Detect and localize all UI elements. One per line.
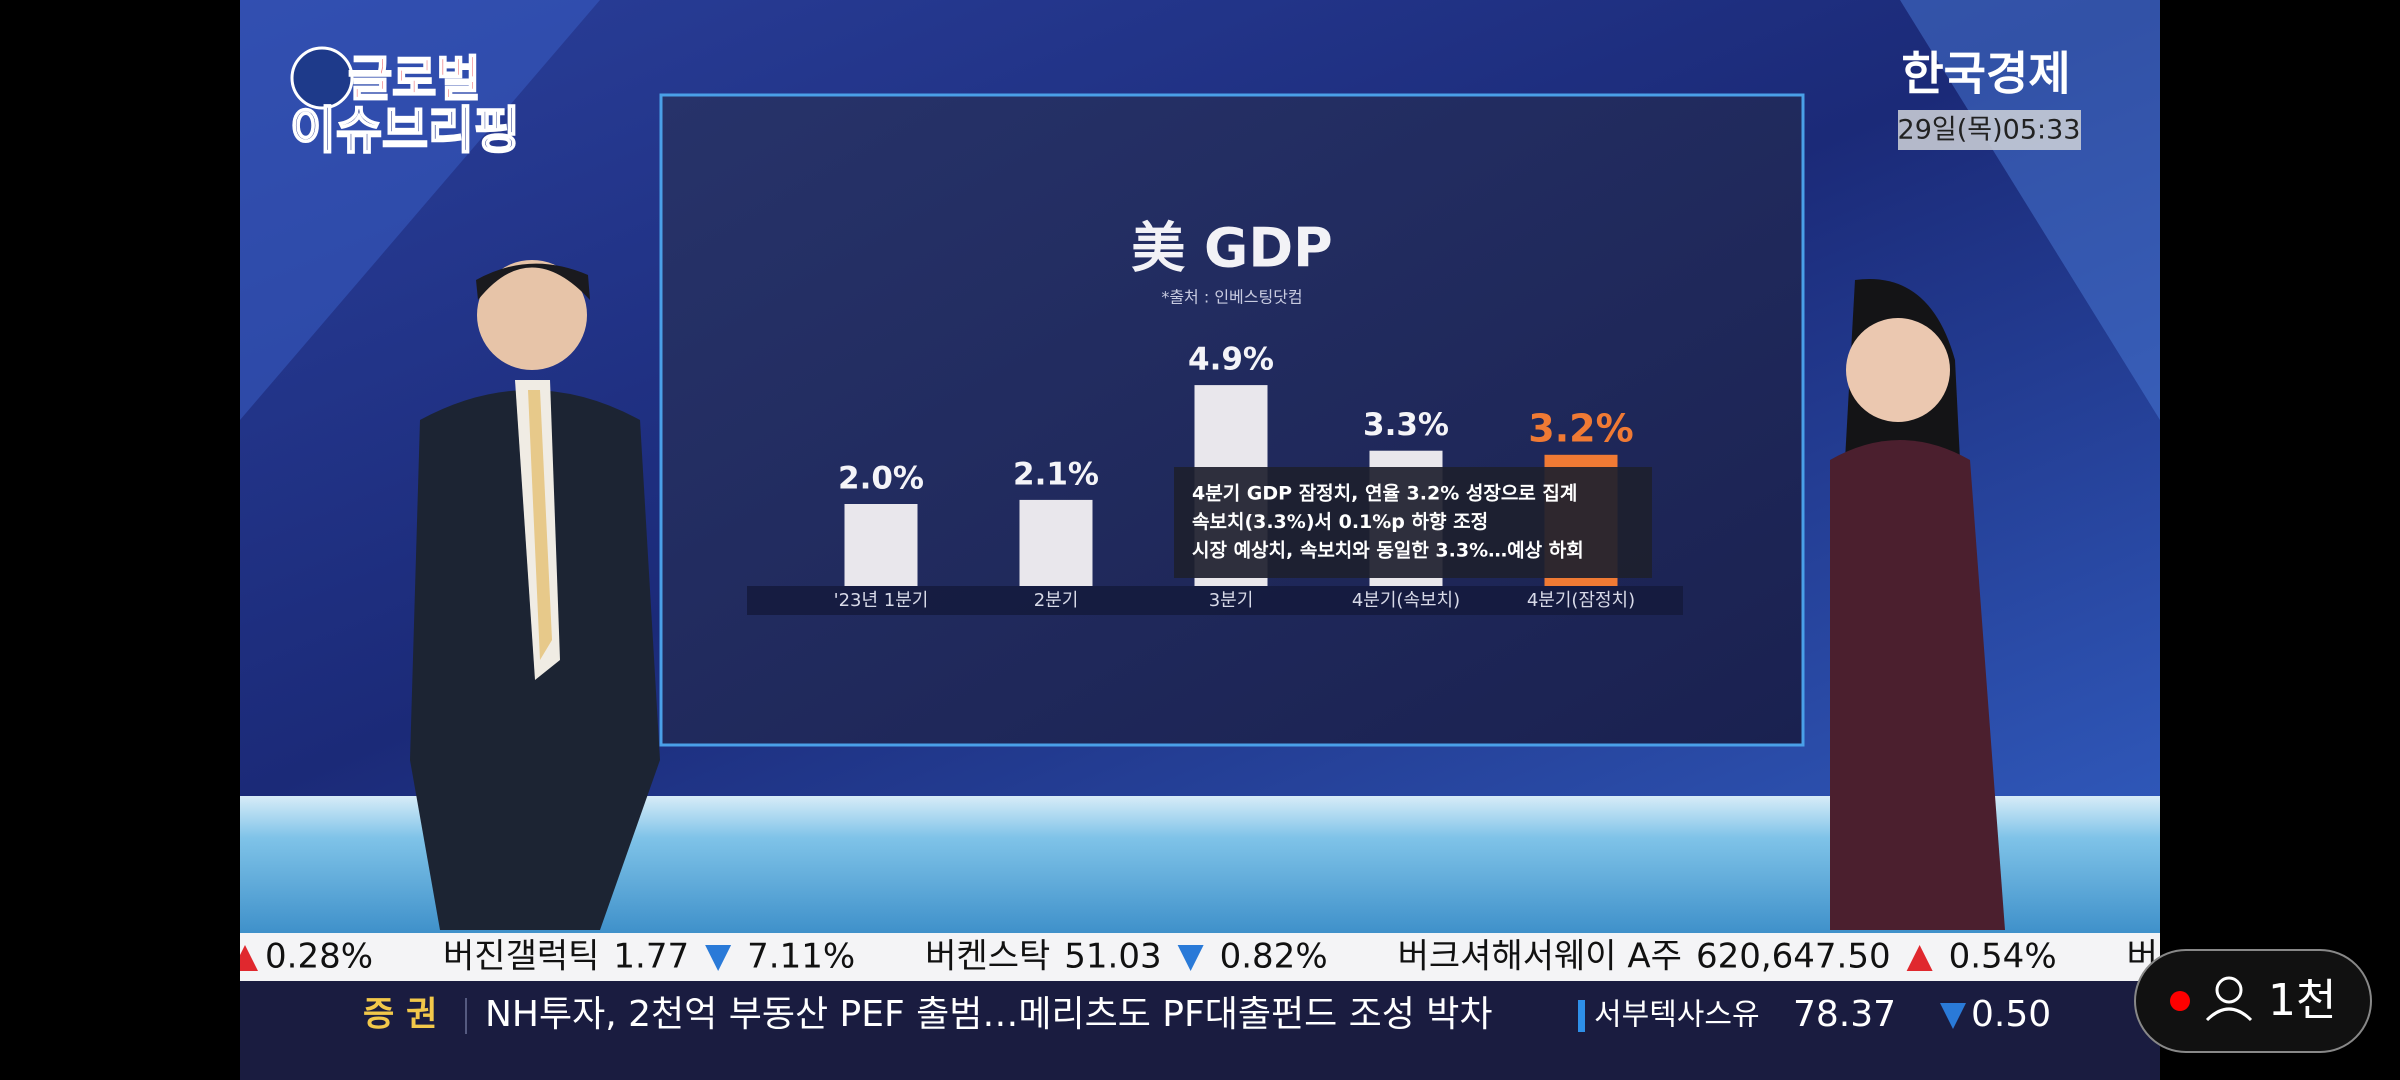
quote-name: 서부텍사스유	[1594, 998, 1760, 1033]
ticker-name: 버진갤럭틱	[443, 937, 599, 977]
ticker-change: 0.54%	[1949, 937, 2057, 977]
value-label: 2.0%	[838, 461, 924, 497]
video: 美 GDP *출처 : 인베스팅닷컴 2.0% '23년 1분기 2.1% 2분기 4.…	[240, 0, 2160, 1080]
datetime-box	[1898, 110, 2081, 150]
presenter-right	[1830, 279, 2005, 930]
ticker-arrow	[240, 945, 258, 971]
chart-title: 美 GDP	[1131, 217, 1333, 280]
quote-change: 0.50	[1971, 994, 2051, 1035]
ticker-change: 0.28%	[265, 937, 373, 977]
category-strip	[747, 586, 1683, 615]
ticker: 0.28% 버진갤럭틱 1.77 7.11% 버켄스탁 51.03 0.82% 버크셔해서웨이…	[240, 937, 2160, 977]
chart-subtitle: *출처 : 인베스팅닷컴	[1161, 288, 1302, 307]
category-label: 4분기(속보치)	[1352, 590, 1460, 611]
ticker-change: 7.11%	[747, 937, 855, 977]
category-label: 3분기	[1209, 590, 1254, 611]
ticker-price: 620,647.50	[1696, 937, 1891, 977]
quote-marker	[1578, 1000, 1585, 1032]
quote-arrow-shape	[1940, 1003, 1966, 1029]
logo-line2: 이슈브리핑	[290, 102, 520, 160]
category-label: '23년 1분기	[834, 590, 929, 611]
program-logo: 글로벌 이슈브리핑	[289, 46, 521, 161]
value-label: 4.9%	[1188, 342, 1274, 378]
value-label: 2.1%	[1013, 456, 1099, 492]
value-label: 3.3%	[1363, 407, 1449, 443]
headline-label: 증 권	[363, 995, 437, 1035]
annotation-line: 4분기 GDP 잠정치, 연율 3.2% 성장으로 집계	[1192, 483, 1577, 505]
ticker-price: 51.03	[1064, 937, 1161, 977]
ticker-arrow	[705, 945, 732, 971]
category-label: 2분기	[1034, 590, 1079, 611]
ticker-name: 버크셔해서웨이 A주	[1398, 937, 1682, 977]
headline-bar	[240, 981, 2160, 1080]
headline-text: NH투자, 2천억 부동산 PEF 출범…메리츠도 PF대출펀드 조성 박차	[485, 994, 1493, 1035]
value-label: 3.2%	[1528, 406, 1633, 450]
quote-price: 78.37	[1793, 994, 1896, 1035]
logo-line1: 글로벌	[348, 51, 480, 107]
live-badge[interactable]: 1천	[2134, 949, 2372, 1053]
ticker-arrow	[1177, 945, 1204, 971]
ticker-price: 1.77	[613, 937, 689, 977]
ticker-change: 0.82%	[1220, 937, 1328, 977]
category-label: 4분기(잠정치)	[1527, 590, 1635, 611]
channel-datetime: 29일(목)05:33	[1898, 115, 2081, 146]
ticker-arrow	[1906, 945, 1933, 971]
quote-arrow	[1940, 1003, 1966, 1029]
presenter-left	[410, 260, 660, 930]
viewer-icon	[2205, 1007, 2253, 1022]
ticker-strip	[240, 933, 2160, 981]
gdp-chart: 美 GDP *출처 : 인베스팅닷컴 2.0% '23년 1분기 2.1% 2분기 4.…	[834, 217, 1652, 611]
ticker-name: 버켄스탁	[925, 937, 1050, 977]
bar	[1019, 499, 1093, 586]
channel-name: 한국경제	[1901, 47, 2070, 101]
viewer-count: 1천	[2268, 975, 2336, 1026]
annotation-line: 속보치(3.3%)서 0.1%p 하향 조정	[1192, 511, 1488, 533]
bar	[844, 504, 918, 586]
viewer-icon	[2215, 976, 2243, 1004]
annotation-box	[1174, 467, 1652, 578]
live-dot	[2170, 991, 2190, 1011]
annotation-line: 시장 예상치, 속보치와 동일한 3.3%…예상 하회	[1192, 540, 1584, 562]
live-badge-bg[interactable]	[2134, 949, 2372, 1053]
wall-deco	[1900, 0, 2160, 420]
